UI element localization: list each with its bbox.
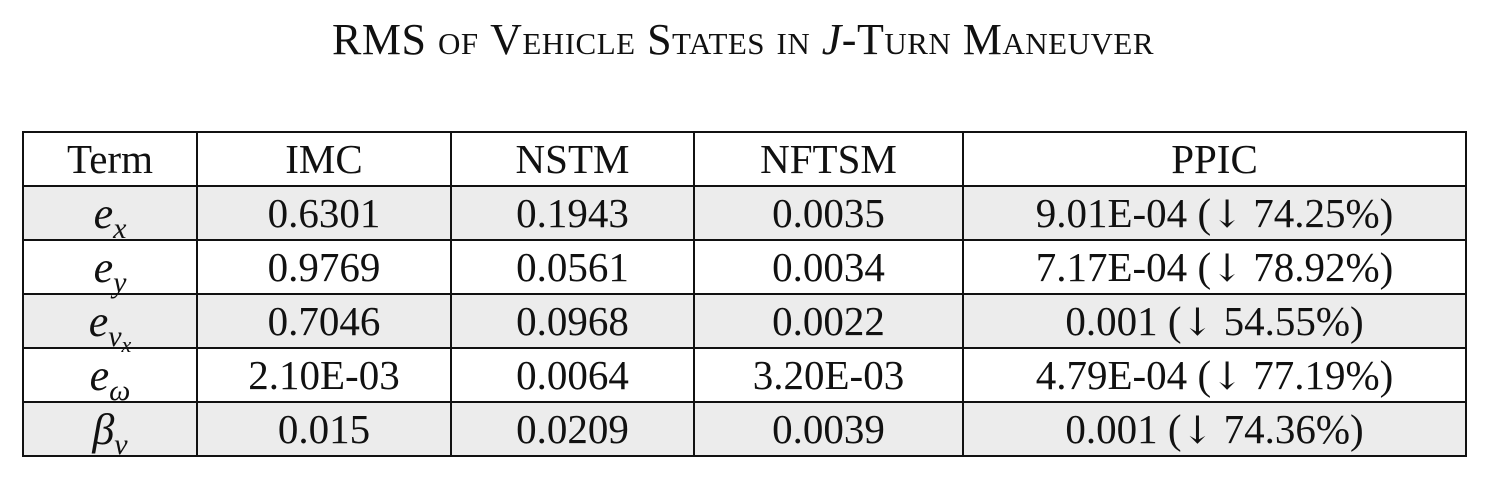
rms-table: Term IMC NSTM NFTSM PPIC ex 0.6301 0.194… [22, 131, 1467, 459]
down-arrow-icon: ↓ [1211, 354, 1243, 398]
down-arrow-icon: ↓ [1211, 192, 1243, 236]
term-sub: x [113, 211, 127, 245]
term-sub: vx [108, 319, 131, 355]
header-row: Term IMC NSTM NFTSM PPIC [22, 131, 1467, 187]
caption-math-j: J [821, 15, 842, 64]
caption-of: of [437, 15, 479, 64]
ppic-cell: 0.001 (↓ 74.36%) [962, 401, 1467, 457]
term-sub-base: v [108, 319, 122, 353]
caption-turn-maneuver: -Turn Maneuver [841, 15, 1154, 64]
term-cell: ex [22, 185, 198, 243]
table-row: evx 0.7046 0.0968 0.0022 0.001 (↓ 54.55%… [22, 293, 1467, 355]
down-arrow-icon: ↓ [1211, 246, 1243, 290]
nstm-cell: 0.0561 [450, 239, 695, 295]
header-term: Term [22, 131, 198, 187]
caption-rms: RMS [332, 15, 427, 64]
ppic-value: 7.17E-04 [1035, 244, 1188, 290]
term-sub: v [114, 427, 128, 461]
term-sub: y [113, 265, 127, 299]
term-cell: evx [22, 293, 198, 355]
ppic-percent: 77.19% [1253, 352, 1380, 398]
ppic-cell: 7.17E-04 (↓ 78.92%) [962, 239, 1467, 295]
term-cell: ey [22, 239, 198, 297]
table-row: eω 2.10E-03 0.0064 3.20E-03 4.79E-04 (↓ … [22, 347, 1467, 405]
term-base: e [89, 350, 110, 400]
term-base: β [92, 404, 115, 454]
ppic-cell: 9.01E-04 (↓ 74.25%) [962, 185, 1467, 241]
table-row: ex 0.6301 0.1943 0.0035 9.01E-04 (↓ 74.2… [22, 185, 1467, 243]
nstm-cell: 0.0209 [450, 401, 695, 457]
nftsm-cell: 0.0022 [693, 293, 964, 349]
imc-cell: 0.015 [196, 401, 452, 457]
header-nftsm: NFTSM [693, 131, 964, 187]
nftsm-cell: 0.0034 [693, 239, 964, 295]
down-arrow-icon: ↓ [1181, 408, 1214, 452]
imc-cell: 0.6301 [196, 185, 452, 241]
nstm-cell: 0.0968 [450, 293, 695, 349]
nftsm-cell: 3.20E-03 [693, 347, 964, 403]
nstm-cell: 0.1943 [450, 185, 695, 241]
imc-cell: 2.10E-03 [196, 347, 452, 403]
nftsm-cell: 0.0039 [693, 401, 964, 457]
ppic-percent: 78.92% [1253, 244, 1380, 290]
term-cell: eω [22, 347, 198, 405]
ppic-cell: 4.79E-04 (↓ 77.19%) [962, 347, 1467, 403]
imc-cell: 0.7046 [196, 293, 452, 349]
ppic-percent: 74.36% [1223, 406, 1350, 452]
down-arrow-icon: ↓ [1181, 300, 1214, 344]
table-row: βv 0.015 0.0209 0.0039 0.001 (↓ 74.36%) [22, 401, 1467, 459]
header-ppic: PPIC [962, 131, 1467, 187]
table-row: ey 0.9769 0.0561 0.0034 7.17E-04 (↓ 78.9… [22, 239, 1467, 297]
ppic-value: 0.001 [1065, 406, 1158, 452]
term-cell: βv [22, 401, 198, 459]
ppic-percent: 54.55% [1223, 298, 1350, 344]
term-base: e [93, 188, 114, 238]
header-imc: IMC [196, 131, 452, 187]
ppic-cell: 0.001 (↓ 54.55%) [962, 293, 1467, 349]
ppic-value: 9.01E-04 [1035, 190, 1188, 236]
header-nstm: NSTM [450, 131, 695, 187]
term-base: e [93, 242, 114, 292]
nstm-cell: 0.0064 [450, 347, 695, 403]
ppic-value: 4.79E-04 [1035, 352, 1188, 398]
term-sub: ω [109, 373, 131, 407]
ppic-percent: 74.25% [1253, 190, 1380, 236]
term-subsub: x [121, 331, 132, 357]
ppic-value: 0.001 [1065, 298, 1158, 344]
term-base: e [88, 296, 109, 346]
nftsm-cell: 0.0035 [693, 185, 964, 241]
caption-vehicle-states: Vehicle States in [490, 15, 811, 64]
imc-cell: 0.9769 [196, 239, 452, 295]
table-caption: RMS of Vehicle States in J-Turn Maneuver [0, 14, 1486, 65]
